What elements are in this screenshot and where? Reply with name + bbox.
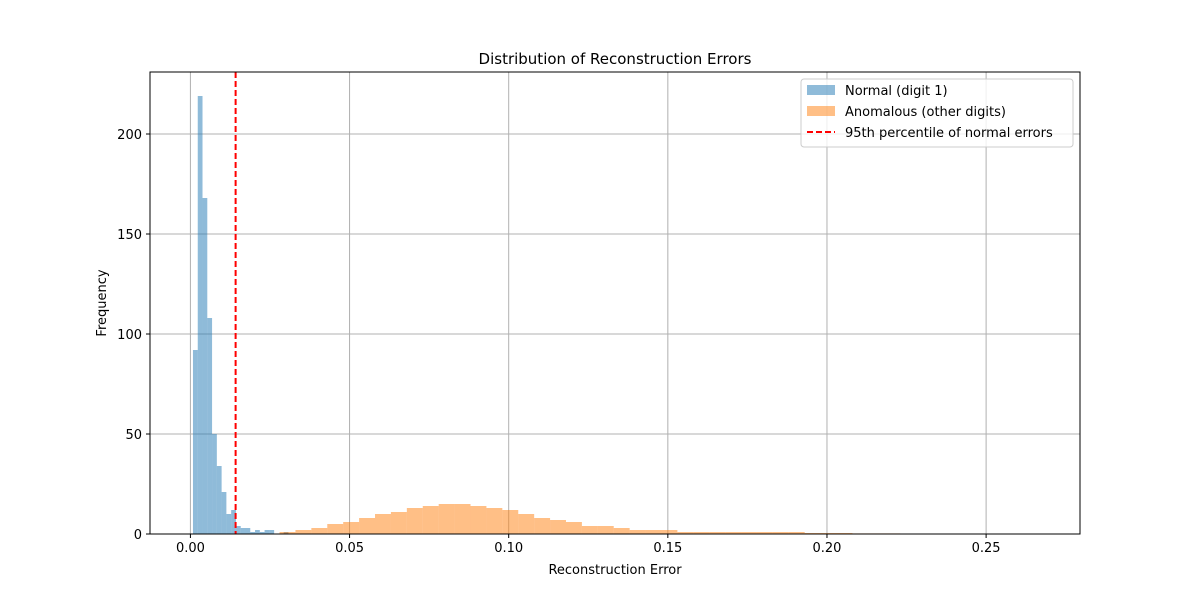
- y-tick-label: 100: [117, 328, 142, 343]
- anomalous-bar: [423, 506, 439, 534]
- anomalous-bar: [518, 514, 534, 534]
- legend: Normal (digit 1) Anomalous (other digits…: [801, 79, 1073, 147]
- anomalous-bar: [534, 518, 550, 534]
- anomalous-bar: [359, 518, 375, 534]
- normal-bar: [226, 514, 231, 534]
- x-tick-label: 0.20: [812, 541, 841, 556]
- anomalous-bar: [439, 504, 455, 534]
- y-tick-label: 200: [117, 128, 142, 143]
- anomalous-bar: [343, 522, 359, 534]
- anomalous-bar: [375, 514, 391, 534]
- anomalous-bar: [550, 520, 566, 534]
- anomalous-bar: [646, 530, 662, 534]
- x-tick-label: 0.25: [972, 541, 1001, 556]
- normal-bar: [269, 530, 274, 534]
- normal-bar: [212, 434, 217, 534]
- anomalous-bar: [327, 524, 343, 534]
- normal-bar: [236, 526, 241, 534]
- chart-title: Distribution of Reconstruction Errors: [479, 50, 752, 68]
- legend-label-percentile: 95th percentile of normal errors: [845, 126, 1053, 141]
- normal-bar: [198, 96, 203, 534]
- anomalous-bar: [630, 530, 646, 534]
- normal-bar: [255, 530, 260, 534]
- y-axis-label: Frequency: [95, 269, 110, 336]
- normal-bar: [265, 530, 270, 534]
- y-tick-label: 0: [134, 528, 142, 543]
- anomalous-bar: [295, 530, 311, 534]
- anomalous-bar: [391, 512, 407, 534]
- anomalous-bar: [407, 508, 423, 534]
- legend-label-normal: Normal (digit 1): [845, 84, 948, 99]
- anomalous-bar: [598, 526, 614, 534]
- x-tick-label: 0.15: [653, 541, 682, 556]
- normal-bar: [222, 492, 227, 534]
- anomalous-bar: [566, 522, 582, 534]
- anomalous-bar: [614, 528, 630, 534]
- legend-swatch-anomalous: [807, 106, 835, 116]
- normal-bar: [207, 318, 212, 534]
- legend-swatch-normal: [807, 85, 835, 95]
- y-tick-label: 50: [125, 428, 142, 443]
- anomalous-bar: [661, 530, 677, 534]
- anomalous-bar: [455, 504, 471, 534]
- y-tick-label: 150: [117, 228, 142, 243]
- anomalous-bar: [502, 510, 518, 534]
- normal-bar: [245, 528, 250, 534]
- x-axis-label: Reconstruction Error: [548, 563, 682, 578]
- anomalous-bar: [471, 506, 487, 534]
- anomalous-bar: [311, 528, 327, 534]
- anomalous-bar: [582, 526, 598, 534]
- normal-bar: [193, 350, 198, 534]
- anomalous-bar: [486, 508, 502, 534]
- x-tick-label: 0.10: [494, 541, 523, 556]
- normal-bar: [241, 528, 246, 534]
- legend-label-anomalous: Anomalous (other digits): [845, 105, 1006, 120]
- x-tick-label: 0.00: [176, 541, 205, 556]
- x-tick-label: 0.05: [335, 541, 364, 556]
- normal-bar: [217, 466, 222, 534]
- normal-bar: [203, 198, 208, 534]
